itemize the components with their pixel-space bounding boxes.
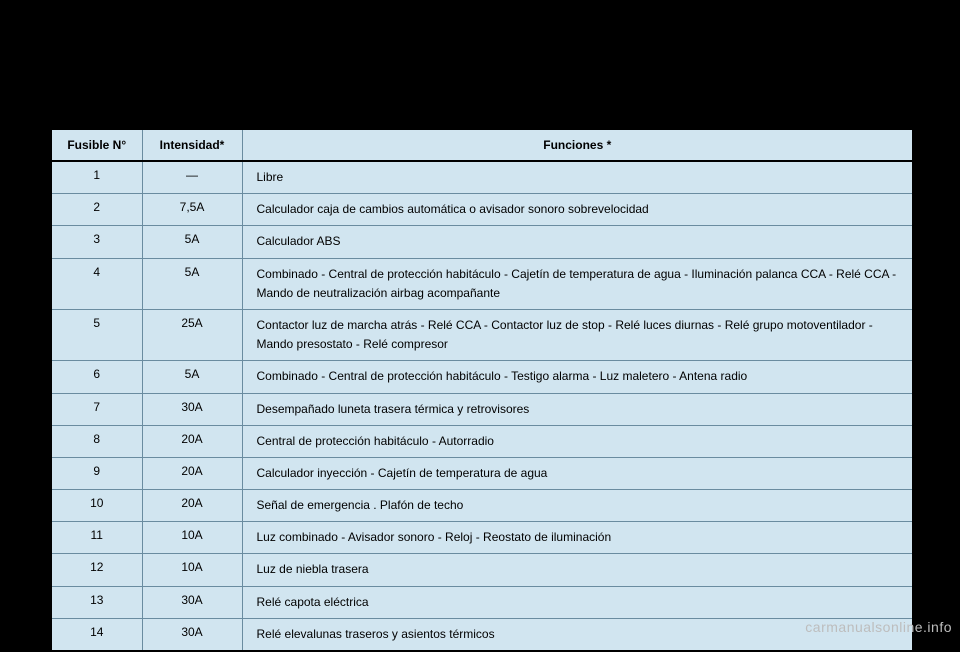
table-header-row: Fusible N° Intensidad* Funciones * [52,130,912,161]
table-row: 1110ALuz combinado - Avisador sonoro - R… [52,522,912,554]
table-row: 1430ARelé elevalunas traseros y asientos… [52,618,912,650]
table-row: 1020ASeñal de emergencia . Plafón de tec… [52,490,912,522]
cell-function: Calculador inyección - Cajetín de temper… [242,457,912,489]
col-header-function: Funciones * [242,130,912,161]
cell-intensity: 20A [142,490,242,522]
cell-function: Calculador caja de cambios automática o … [242,194,912,226]
cell-function: Desempañado luneta trasera térmica y ret… [242,393,912,425]
col-header-fuse: Fusible N° [52,130,142,161]
cell-fuse: 2 [52,194,142,226]
cell-intensity: — [142,161,242,194]
watermark-text: carmanualsonline.info [805,619,952,635]
cell-fuse: 10 [52,490,142,522]
table-row: 65ACombinado - Central de protección hab… [52,361,912,393]
cell-intensity: 5A [142,258,242,309]
cell-fuse: 1 [52,161,142,194]
cell-intensity: 30A [142,586,242,618]
cell-function: Central de protección habitáculo - Autor… [242,425,912,457]
table-row: 35ACalculador ABS [52,226,912,258]
cell-intensity: 7,5A [142,194,242,226]
cell-fuse: 9 [52,457,142,489]
table-row: 1210ALuz de niebla trasera [52,554,912,586]
cell-fuse: 4 [52,258,142,309]
cell-fuse: 5 [52,309,142,360]
cell-fuse: 6 [52,361,142,393]
cell-intensity: 20A [142,425,242,457]
cell-fuse: 8 [52,425,142,457]
cell-function: Luz de niebla trasera [242,554,912,586]
fuse-table-container: Fusible N° Intensidad* Funciones * 1—Lib… [50,128,914,652]
cell-intensity: 10A [142,554,242,586]
cell-fuse: 3 [52,226,142,258]
table-row: 730ADesempañado luneta trasera térmica y… [52,393,912,425]
cell-function: Contactor luz de marcha atrás - Relé CCA… [242,309,912,360]
cell-fuse: 14 [52,618,142,650]
cell-function: Combinado - Central de protección habitá… [242,361,912,393]
table-row: 45ACombinado - Central de protección hab… [52,258,912,309]
cell-fuse: 13 [52,586,142,618]
cell-function: Libre [242,161,912,194]
table-row: 820ACentral de protección habitáculo - A… [52,425,912,457]
cell-intensity: 25A [142,309,242,360]
cell-fuse: 7 [52,393,142,425]
cell-function: Combinado - Central de protección habitá… [242,258,912,309]
cell-intensity: 5A [142,226,242,258]
cell-function: Calculador ABS [242,226,912,258]
cell-intensity: 20A [142,457,242,489]
cell-intensity: 30A [142,393,242,425]
table-body: 1—Libre27,5ACalculador caja de cambios a… [52,161,912,650]
cell-fuse: 12 [52,554,142,586]
cell-intensity: 30A [142,618,242,650]
table-row: 920ACalculador inyección - Cajetín de te… [52,457,912,489]
cell-function: Luz combinado - Avisador sonoro - Reloj … [242,522,912,554]
cell-fuse: 11 [52,522,142,554]
table-row: 1330ARelé capota eléctrica [52,586,912,618]
cell-intensity: 5A [142,361,242,393]
cell-function: Señal de emergencia . Plafón de techo [242,490,912,522]
table-row: 1—Libre [52,161,912,194]
table-row: 27,5ACalculador caja de cambios automáti… [52,194,912,226]
cell-function: Relé capota eléctrica [242,586,912,618]
cell-intensity: 10A [142,522,242,554]
table-row: 525AContactor luz de marcha atrás - Relé… [52,309,912,360]
col-header-intensity: Intensidad* [142,130,242,161]
fuse-table: Fusible N° Intensidad* Funciones * 1—Lib… [52,130,912,650]
